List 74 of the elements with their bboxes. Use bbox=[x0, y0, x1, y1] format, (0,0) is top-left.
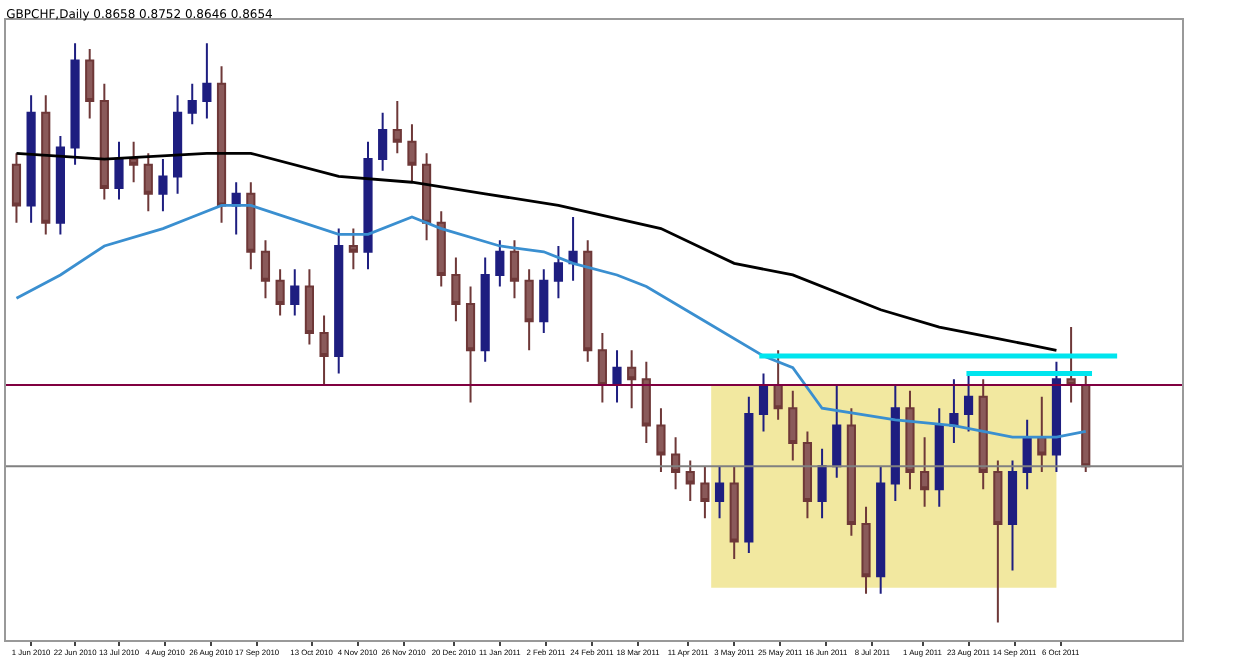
candlestick bbox=[758, 372, 769, 433]
candlestick bbox=[1051, 360, 1062, 473]
candlestick bbox=[509, 239, 520, 300]
candlestick bbox=[553, 244, 564, 300]
candlestick bbox=[319, 314, 329, 387]
candlestick bbox=[260, 239, 271, 300]
candlestick bbox=[700, 465, 710, 520]
candlestick bbox=[685, 459, 695, 502]
candlestick bbox=[363, 140, 373, 271]
candlestick bbox=[876, 465, 886, 595]
candlestick bbox=[202, 42, 212, 120]
candlestick bbox=[495, 239, 505, 288]
candlestick bbox=[963, 372, 974, 433]
candlestick bbox=[744, 395, 754, 555]
candlestick bbox=[407, 123, 417, 184]
candlestick bbox=[993, 459, 1003, 624]
candlestick bbox=[275, 268, 285, 317]
candlestick bbox=[392, 100, 402, 155]
candlestick bbox=[1081, 372, 1091, 473]
candlestick bbox=[26, 94, 36, 224]
candlestick bbox=[158, 158, 168, 213]
candlestick bbox=[583, 239, 593, 363]
candlestick bbox=[832, 384, 842, 479]
candlestick bbox=[55, 134, 65, 236]
candlestick bbox=[173, 94, 183, 195]
candlestick bbox=[143, 152, 153, 213]
candlestick bbox=[1022, 418, 1032, 491]
candlestick bbox=[641, 360, 651, 444]
candlestick bbox=[114, 140, 124, 201]
candlestick bbox=[246, 181, 256, 271]
candlestick bbox=[231, 181, 241, 236]
candlestick bbox=[348, 227, 358, 271]
candlestick bbox=[129, 140, 139, 184]
candlestick bbox=[465, 285, 476, 404]
candlestick bbox=[978, 378, 988, 491]
candlestick bbox=[612, 349, 622, 404]
candlestick bbox=[597, 331, 607, 404]
candlestick bbox=[788, 389, 798, 462]
candlestick bbox=[729, 465, 739, 560]
candlestick bbox=[216, 65, 227, 224]
candlestick bbox=[11, 152, 22, 224]
candlestick bbox=[85, 47, 95, 120]
candlestick bbox=[949, 378, 959, 444]
candlestick bbox=[422, 152, 432, 242]
candlestick bbox=[934, 407, 944, 508]
candlestick bbox=[1037, 395, 1047, 473]
candlestick bbox=[773, 349, 783, 421]
candlestick bbox=[99, 82, 109, 201]
candlestick bbox=[714, 465, 725, 520]
candlestick bbox=[451, 256, 461, 323]
candlestick bbox=[480, 256, 490, 363]
candlestick bbox=[920, 436, 930, 508]
candlestick bbox=[187, 82, 197, 126]
candlestick bbox=[70, 42, 80, 166]
candlestick bbox=[817, 447, 827, 520]
candlestick bbox=[436, 210, 446, 288]
candlestick bbox=[905, 389, 915, 491]
candlestick bbox=[539, 268, 549, 334]
candlestick bbox=[656, 407, 666, 473]
candlestick bbox=[1066, 326, 1076, 404]
candlestick bbox=[568, 216, 578, 282]
candlestick bbox=[290, 268, 300, 317]
candlestick bbox=[334, 227, 344, 375]
candlestick bbox=[861, 505, 871, 595]
candlestick bbox=[1007, 459, 1018, 572]
candlestick bbox=[627, 349, 637, 410]
candlestick bbox=[304, 268, 314, 346]
candlestick bbox=[41, 94, 51, 236]
candlestick bbox=[671, 436, 681, 491]
candlestick bbox=[524, 268, 534, 352]
candlestick bbox=[802, 430, 813, 520]
candlestick bbox=[890, 384, 900, 502]
candlestick bbox=[378, 111, 388, 172]
candlestick bbox=[846, 407, 856, 537]
